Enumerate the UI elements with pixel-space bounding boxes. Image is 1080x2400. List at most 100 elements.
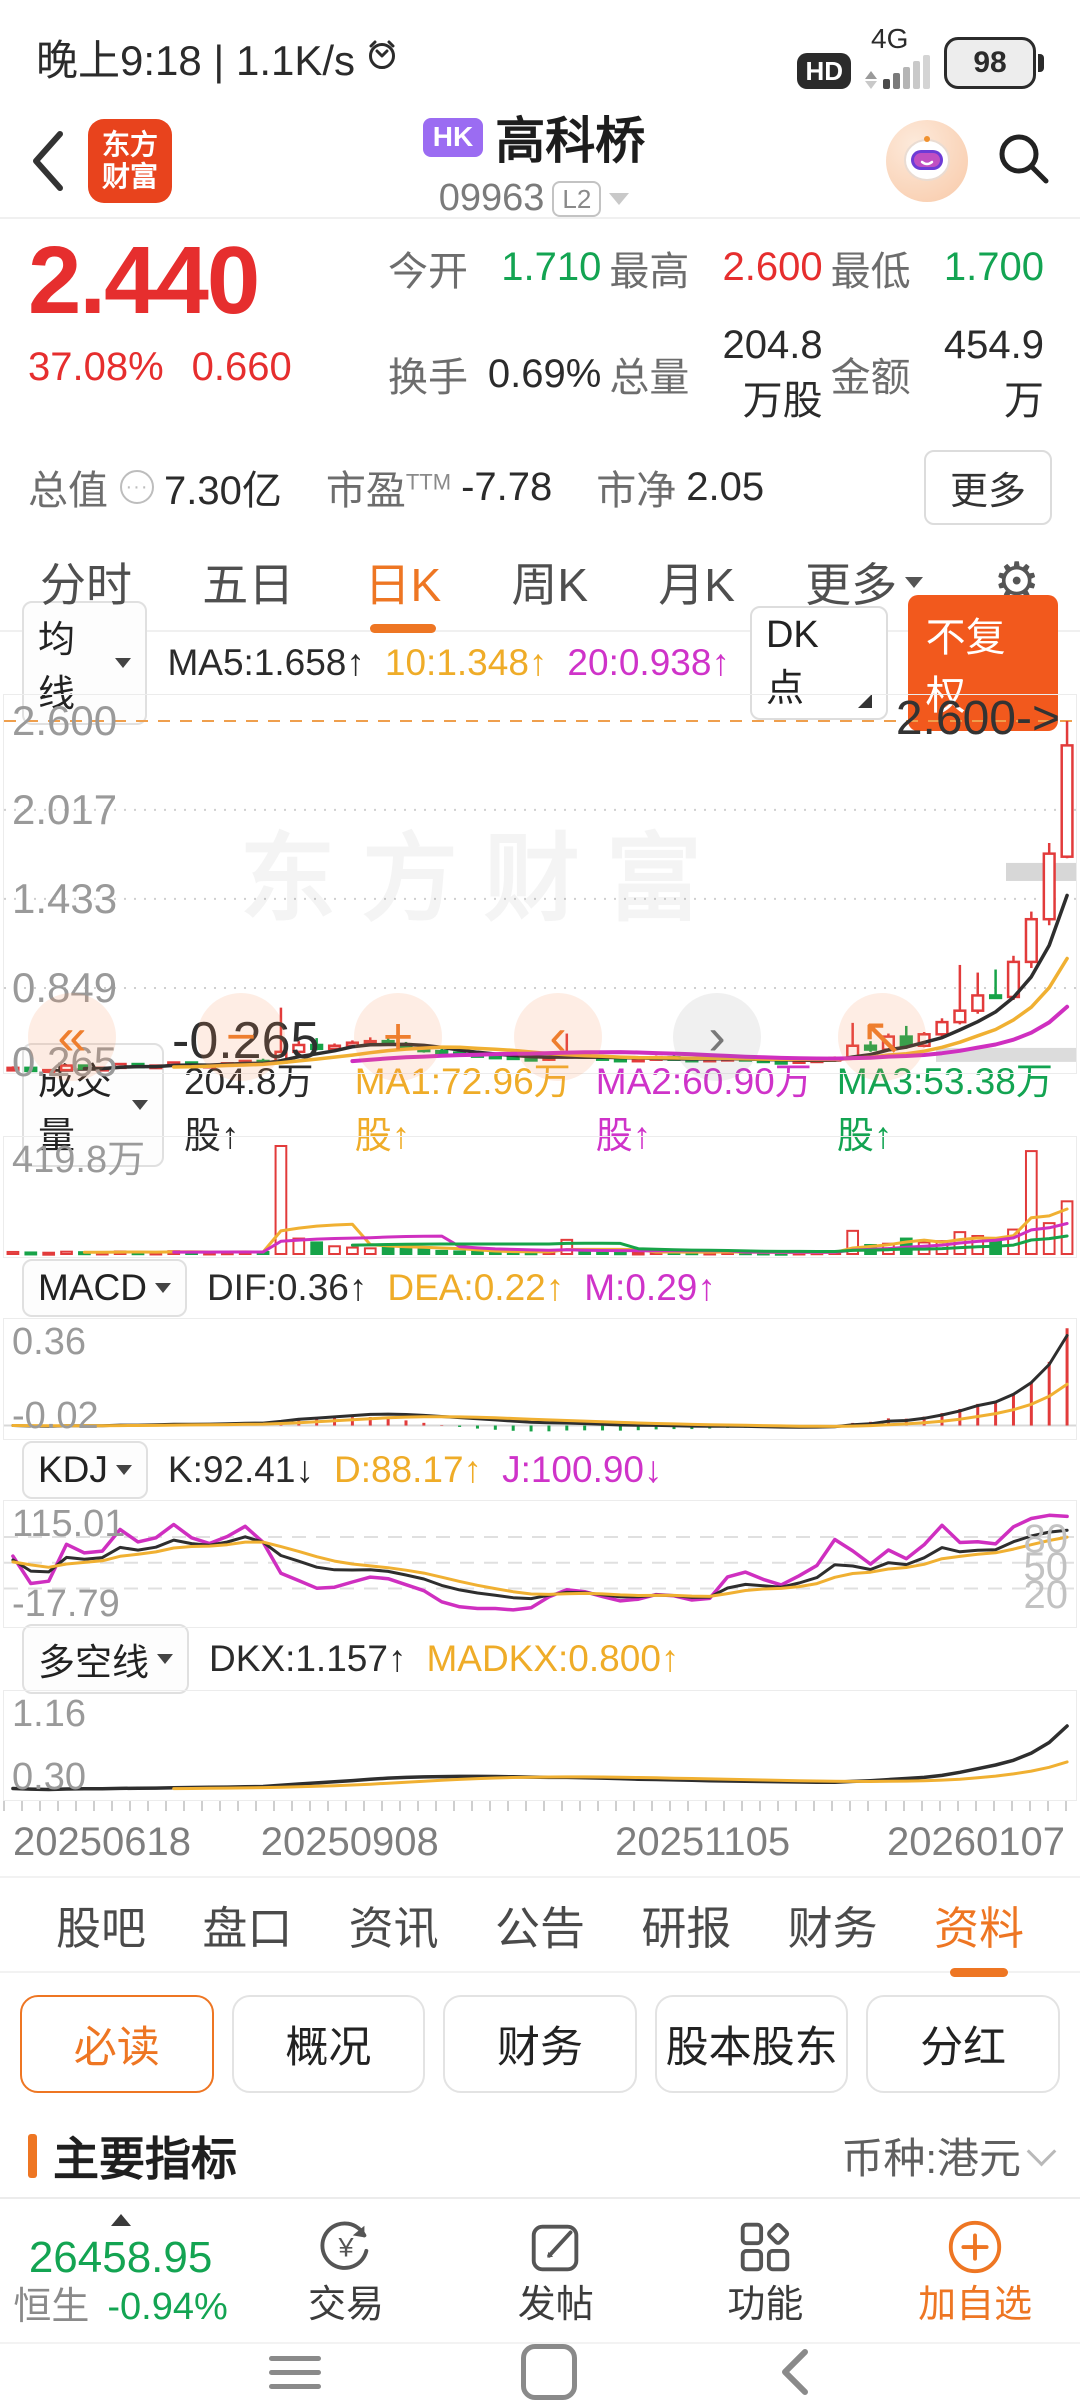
content-tabs: 股吧 盘口 资讯 公告 研报 财务 资料 (0, 1876, 1080, 1974)
svg-text:¥: ¥ (337, 2232, 354, 2263)
adjust-mode-button[interactable]: 不复权 (907, 594, 1058, 731)
price-tick-label: 0.265 (12, 1037, 118, 1085)
macd-pane[interactable]: 0.36 -0.02 (3, 1317, 1077, 1441)
features-button[interactable]: 功能 (661, 2216, 871, 2324)
chevron-down-icon[interactable] (609, 192, 630, 205)
macd-selector-button[interactable]: MACD (22, 1258, 187, 1317)
tab-order-book[interactable]: 盘口 (202, 1903, 293, 1955)
dkx-header: 多空线 DKX:1.157↑ MADKX:0.800↑ (0, 1624, 1080, 1695)
tab-daily-k[interactable]: 日K (364, 549, 441, 615)
ma-selector-button[interactable]: 均线 (22, 600, 148, 725)
volume-ma3-label: MA3:53.38万股↑ (836, 1060, 1053, 1156)
info-dots-icon[interactable]: ··· (120, 470, 154, 505)
chart-pan-left-button[interactable]: ‹ (514, 992, 602, 1081)
app-header: 东方 财富 HK 高科桥 09963 L2 (0, 105, 1080, 219)
chart-zoom-in-button[interactable]: + (354, 992, 442, 1081)
chevron-down-icon (115, 657, 132, 668)
dkx-selector-button[interactable]: 多空线 (22, 1624, 189, 1695)
cap-value: 7.30亿 (164, 469, 282, 514)
dkx-pane[interactable]: 1.16 0.30 (3, 1690, 1077, 1801)
key-indicators-section: 主要指标 币种:港元 (0, 2115, 1080, 2196)
chevron-down-icon (154, 1282, 171, 1293)
cap-value: -7.78 (461, 464, 553, 509)
post-button[interactable]: 发帖 (451, 2216, 661, 2324)
tab-monthly-k[interactable]: 月K (658, 559, 735, 612)
index-summary[interactable]: 26458.95 恒生 -0.94% (0, 2214, 241, 2326)
low-value-tag: -0.265 (172, 1011, 320, 1070)
x-axis-label: 20250618 (13, 1820, 191, 1865)
profile-subnav: 必读 概况 财务 股本股东 分红 (0, 1973, 1080, 2115)
tab-weekly-k[interactable]: 周K (511, 559, 589, 612)
kdj-pane[interactable]: 115.01 -17.79 80 50 20 (3, 1500, 1077, 1629)
dkx-top-label: 1.16 (12, 1693, 86, 1736)
nav-menu-button[interactable] (269, 2355, 321, 2389)
chart-reset-button[interactable]: ↖ (838, 992, 926, 1081)
chart-pan-right-button[interactable]: › (673, 992, 761, 1081)
chart-fast-left-button[interactable]: « (28, 992, 116, 1081)
volume-pane[interactable]: 419.8万 (3, 1135, 1077, 1258)
volume-header: 成交量 204.8万股↑ MA1:72.96万股↑ MA2:60.90万股↑ M… (0, 1042, 1080, 1167)
stat-label: 最低 (830, 249, 911, 294)
price-tick-label: 0.849 (12, 963, 118, 1011)
tab-forum[interactable]: 股吧 (56, 1903, 147, 1955)
cap-value: 2.05 (686, 464, 765, 509)
post-icon (531, 2225, 578, 2272)
tab-profile[interactable]: 资料 (934, 1892, 1024, 1957)
tab-financials[interactable]: 财务 (787, 1903, 878, 1955)
nav-home-button[interactable] (521, 2344, 577, 2400)
bottom-action-bar: 26458.95 恒生 -0.94% ¥ 交易 发帖 (0, 2196, 1080, 2342)
ma5-label: MA5:1.658↑ (167, 641, 365, 683)
chip-must-read[interactable]: 必读 (20, 1995, 214, 2094)
chevron-down-icon (115, 1465, 132, 1476)
kdj-grid-label: 80 (1023, 1517, 1069, 1562)
price-tick-label: 1.433 (12, 874, 118, 922)
signal-bars-icon: 4G (865, 23, 930, 90)
quote-summary: 2.440 37.08% 0.660 今开 1.710 最高 2.600 最低 1.7… (0, 219, 1080, 535)
stat-label: 换手 (388, 356, 468, 401)
hd-badge: HD (797, 53, 851, 90)
network-type: 4G (871, 23, 909, 55)
add-watchlist-button[interactable]: 加自选 (870, 2216, 1080, 2324)
stock-title-block[interactable]: HK 高科桥 09963 L2 (182, 101, 886, 220)
dea-label: DEA:0.22↑ (387, 1266, 565, 1308)
stat-value: 2.600 (722, 245, 823, 290)
search-icon (999, 134, 1049, 184)
stat-value: 204.8万股 (722, 322, 823, 423)
stat-value: 0.69% (487, 351, 602, 396)
currency-selector[interactable]: 币种:港元 (841, 2125, 1057, 2186)
time-and-speed: 晚上9:18 | 1.1K/s (36, 36, 356, 84)
app-logo[interactable]: 东方 财富 (88, 118, 172, 203)
chip-financials[interactable]: 财务 (443, 1995, 637, 2094)
kdj-grid-label: 50 (1023, 1545, 1069, 1590)
tab-news[interactable]: 资讯 (348, 1903, 439, 1955)
tab-5day[interactable]: 五日 (202, 559, 295, 612)
tab-more[interactable]: 更多 (805, 549, 924, 615)
chip-shareholders[interactable]: 股本股东 (654, 1995, 849, 2094)
more-button[interactable]: 更多 (923, 449, 1052, 525)
ai-assistant-avatar[interactable] (886, 119, 968, 202)
price-tick-label: 2.017 (12, 785, 118, 833)
volume-max-label: 419.8万 (12, 1138, 146, 1181)
search-button[interactable] (994, 129, 1052, 192)
chip-overview[interactable]: 概况 (231, 1995, 426, 2094)
x-axis-label: 20251105 (615, 1820, 791, 1865)
last-price: 2.440 (28, 226, 260, 334)
trade-button[interactable]: ¥ 交易 (241, 2216, 451, 2324)
price-tick-label: 2.600 (12, 696, 118, 744)
chip-dividends[interactable]: 分红 (866, 1995, 1060, 2094)
ma10-label: 10:1.348↑ (384, 641, 548, 683)
dk-point-button[interactable]: DK点 (749, 605, 888, 720)
nav-back-button[interactable] (777, 2346, 811, 2398)
tab-announcements[interactable]: 公告 (494, 1903, 585, 1955)
back-button[interactable] (28, 128, 88, 194)
alarm-icon (365, 33, 399, 81)
index-value: 26458.95 (28, 2233, 213, 2283)
cap-label: 市盈TTM (325, 469, 452, 514)
tab-research[interactable]: 研报 (641, 1903, 732, 1955)
stat-value: 1.710 (501, 245, 602, 290)
tab-intraday[interactable]: 分时 (40, 559, 132, 612)
kdj-selector-button[interactable]: KDJ (22, 1441, 148, 1500)
chart-zoom-out-button[interactable]: − (197, 992, 285, 1081)
